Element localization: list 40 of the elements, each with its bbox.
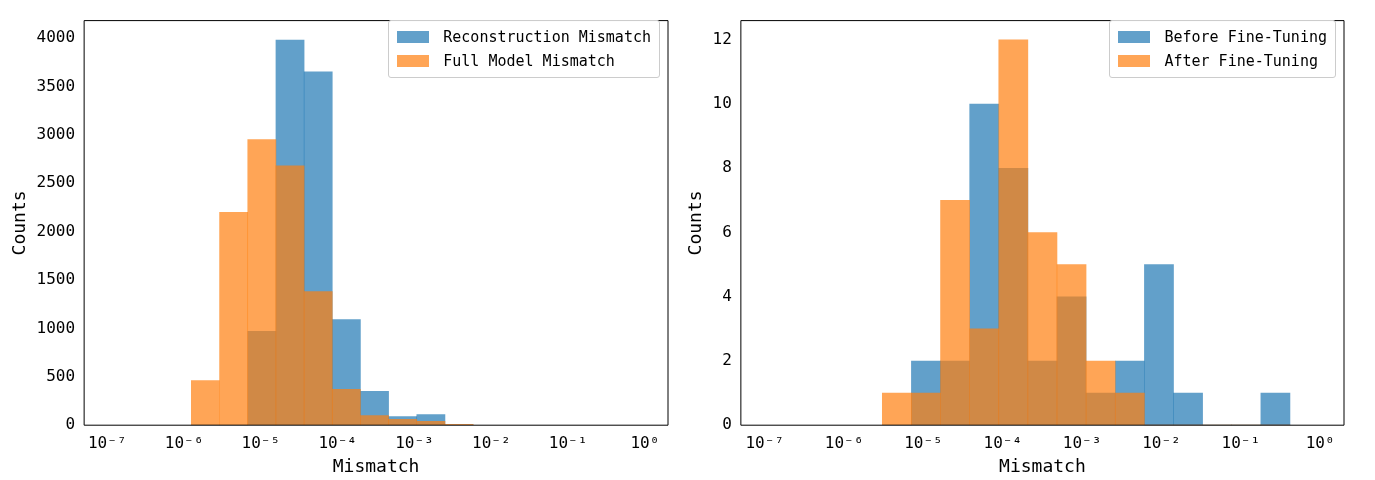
x-tick-label: 10⁻⁴ — [318, 432, 357, 452]
x-tick-label: 10⁻¹ — [1221, 432, 1261, 452]
x-tick-label: 10⁻² — [472, 432, 511, 452]
y-tick-label: 2500 — [36, 172, 76, 192]
legend-label: Before Fine-Tuning — [1164, 27, 1327, 48]
x-tick-label: 10⁻⁶ — [164, 432, 204, 452]
x-tick-label: 10⁰ — [630, 432, 660, 452]
y-tick-label: 4 — [722, 285, 732, 305]
x-tick-label: 10⁻³ — [395, 432, 434, 452]
x-axis-title: Mismatch — [332, 454, 420, 476]
y-tick-label: 4000 — [36, 27, 76, 47]
y-axis-title: Counts — [8, 190, 30, 256]
x-tick-label: 10⁻³ — [1062, 432, 1102, 452]
y-tick-label: 1000 — [36, 317, 76, 337]
y-axis-title: Counts — [684, 190, 706, 256]
x-tick-label: 10⁻⁷ — [87, 432, 127, 452]
y-tick-label: 10 — [712, 93, 732, 113]
y-tick-label: 6 — [722, 221, 732, 241]
y-tick-label: 2 — [722, 350, 732, 370]
x-tick-label: 10⁻⁶ — [824, 432, 864, 452]
y-tick-label: 0 — [65, 414, 76, 434]
legend-label: After Fine-Tuning — [1164, 51, 1318, 72]
x-tick-label: 10⁻⁵ — [904, 432, 943, 452]
y-tick-label: 0 — [722, 414, 732, 434]
x-tick-label: 10⁻⁷ — [745, 432, 785, 452]
y-tick-label: 3500 — [36, 75, 76, 95]
x-tick-label: 10⁻¹ — [548, 432, 588, 452]
y-tick-label: 500 — [46, 365, 76, 385]
legend-label: Full Model Mismatch — [443, 51, 615, 72]
y-tick-label: 1500 — [36, 269, 76, 289]
y-tick-label: 12 — [712, 29, 732, 49]
legend-label: Reconstruction Mismatch — [443, 27, 651, 48]
x-tick-label: 10⁻² — [1142, 432, 1181, 452]
x-tick-label: 10⁻⁵ — [241, 432, 281, 452]
y-tick-label: 3000 — [36, 123, 76, 143]
y-tick-label: 2000 — [36, 220, 76, 240]
y-tick-label: 8 — [722, 157, 732, 177]
x-tick-label: 10⁰ — [1305, 432, 1335, 452]
x-axis-title: Mismatch — [999, 454, 1086, 476]
x-tick-label: 10⁻⁴ — [983, 432, 1023, 452]
